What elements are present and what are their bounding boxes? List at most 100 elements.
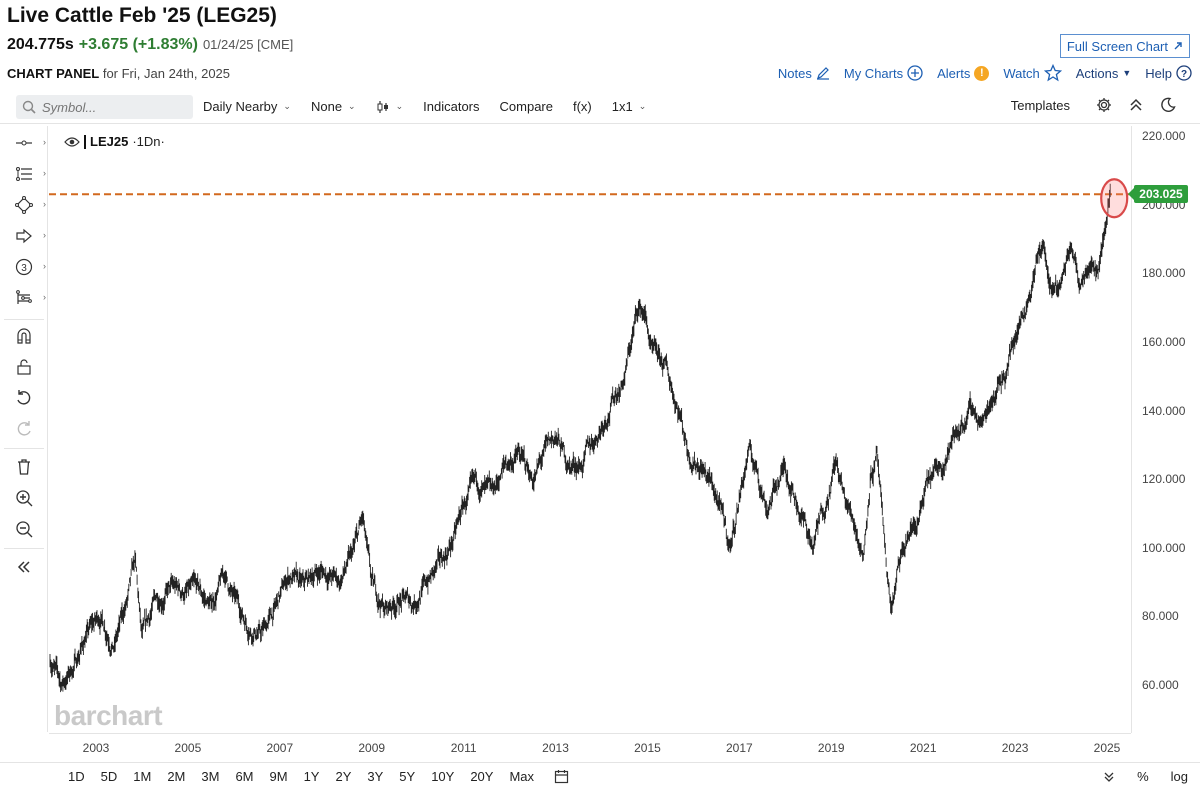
x-tick-label: 2003 [82,741,110,755]
arrow-tool[interactable]: › [0,223,48,249]
range-1y[interactable]: 1Y [303,769,320,784]
notes-link[interactable]: Notes [778,66,830,81]
fx-button[interactable]: f(x) [573,99,592,114]
svg-text:3: 3 [21,263,27,274]
search-icon [22,100,36,114]
chart-plot-area[interactable] [49,126,1131,733]
panel-links: Notes My Charts Alerts ! Watch Actions ▼… [778,64,1192,82]
tool-divider [4,319,44,320]
actions-menu[interactable]: Actions ▼ [1076,66,1132,81]
range-max[interactable]: Max [509,769,535,784]
delete-tool[interactable] [0,454,48,480]
range-10y[interactable]: 10Y [431,769,455,784]
percent-scale-toggle[interactable]: % [1137,769,1149,784]
overlay-dropdown[interactable]: None ⌄ [311,99,356,114]
unlock-icon [17,359,31,375]
highlight-circle [1100,178,1129,219]
tool-divider [4,548,44,549]
undo-tool[interactable] [0,385,48,411]
chevron-down-icon: ⌄ [638,101,647,111]
zoom-in-icon [16,490,33,507]
layout-dropdown[interactable]: 1x1 ⌄ [612,99,647,114]
zoom-out-tool[interactable] [0,516,48,542]
collapse-sidebar-button[interactable] [0,554,48,580]
gear-icon[interactable] [1096,97,1112,113]
shape-tool[interactable]: › [0,192,48,218]
range-5y[interactable]: 5Y [399,769,416,784]
layout-label: 1x1 [611,99,633,114]
range-1m[interactable]: 1M [133,769,152,784]
moon-icon[interactable] [1160,97,1176,113]
pattern-tool[interactable]: › [0,285,48,311]
full-screen-chart-button[interactable]: Full Screen Chart [1059,34,1190,58]
chevron-right-icon: › [43,230,46,240]
alerts-link[interactable]: Alerts ! [937,65,990,81]
lock-tool[interactable] [0,354,48,380]
indicators-label: Indicators [423,99,480,114]
range-6m[interactable]: 6M [235,769,254,784]
chevron-down-icon: ⌄ [348,101,356,111]
eye-icon[interactable] [64,136,80,148]
reference-price-tag: 203.025 [1128,185,1188,203]
range-2y[interactable]: 2Y [335,769,352,784]
price-change: +3.675 (+1.83%) [78,36,198,53]
chart-legend: LEJ25 ·1Dn· [64,134,165,149]
range-1d[interactable]: 1D [68,769,85,784]
y-tick-label: 100.000 [1142,540,1186,555]
redo-tool[interactable] [0,416,48,442]
watch-link[interactable]: Watch [1003,64,1062,82]
trash-icon [18,459,30,475]
symbol-search[interactable] [16,95,193,119]
y-tick-label: 140.000 [1142,403,1186,418]
indicators-button[interactable]: Indicators [423,99,479,114]
my-charts-link[interactable]: My Charts [844,65,923,81]
templates-label: Templates [1010,97,1070,113]
fibonacci-icon [16,167,32,181]
line-tool-icon [16,140,32,146]
chevron-right-icon: › [43,168,46,178]
period-dropdown[interactable]: Daily Nearby ⌄ [203,99,291,114]
range-3m[interactable]: 3M [201,769,220,784]
compare-button[interactable]: Compare [500,99,553,114]
bar-type-dropdown[interactable]: ⌄ [376,100,403,114]
log-scale-toggle[interactable]: log [1170,769,1188,784]
double-chevron-down-icon[interactable] [1103,771,1115,783]
price-axis[interactable]: 220.000 200.000 180.000 160.000 140.000 120.0… [1131,126,1200,733]
chart-toolbar: Daily Nearby ⌄ None ⌄ ⌄ Indicators Compa… [0,92,1200,124]
x-tick-label: 2015 [634,741,661,755]
range-2m[interactable]: 2M [167,769,186,784]
watch-label: Watch [1003,65,1040,81]
x-tick-label: 2011 [450,741,477,755]
quote-line: 204.775s +3.675 (+1.83%) 01/24/25 [CME] [7,36,293,54]
chevron-right-icon: › [43,261,46,271]
line-tool[interactable]: › [0,130,48,156]
range-3y[interactable]: 3Y [367,769,384,784]
chevron-right-icon: › [43,199,46,209]
zoom-in-tool[interactable] [0,485,48,511]
fib-tool[interactable]: › [0,161,48,187]
legend-symbol: LEJ25 [90,134,129,149]
star-icon [1043,64,1062,82]
x-tick-label: 2025 [1093,741,1121,755]
overlay-label: None [310,99,343,114]
time-axis[interactable]: 2003 2005 2007 2009 2011 2013 2015 2017 2019 2021… [49,733,1131,761]
range-5d[interactable]: 5D [100,769,118,784]
number-tool[interactable]: 3 › [0,254,48,280]
legend-interval: ·1Dn· [132,134,165,149]
arrow-icon [16,228,32,244]
chevron-right-icon: › [43,137,46,147]
undo-icon [17,390,31,405]
range-9m[interactable]: 9M [269,769,288,784]
templates-button[interactable]: Templates [1011,98,1070,113]
range-20y[interactable]: 20Y [470,769,494,784]
caret-down-icon: ▼ [1122,68,1132,78]
help-link[interactable]: Help ? [1145,65,1192,81]
x-tick-label: 2023 [1001,741,1029,755]
chart-panel-label: CHART PANEL [7,66,100,81]
calendar-icon[interactable] [554,769,569,784]
symbol-input[interactable] [42,99,182,115]
double-chevron-up-icon[interactable] [1128,97,1144,113]
candlestick-icon [377,100,388,113]
tool-divider [4,448,44,449]
magnet-tool[interactable] [0,323,48,349]
